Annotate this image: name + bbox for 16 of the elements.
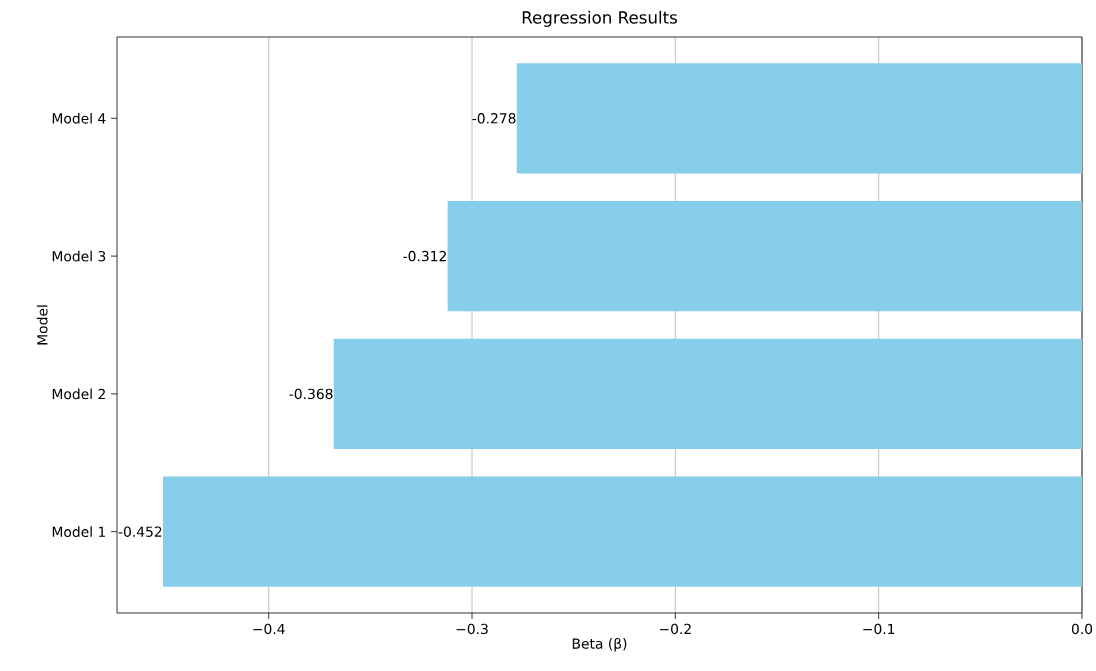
x-tick-label: −0.1 bbox=[863, 623, 895, 635]
y-axis-title: Model bbox=[36, 305, 48, 345]
y-tick-label: Model 2 bbox=[52, 388, 105, 400]
x-axis-title: Beta (β) bbox=[572, 638, 627, 652]
x-tick-label: −0.3 bbox=[456, 623, 488, 635]
y-tick-label: Model 3 bbox=[52, 250, 106, 262]
y-tick-label: Model 4 bbox=[52, 112, 106, 124]
x-tick-label: 0.0 bbox=[1071, 623, 1093, 635]
chart-title: Regression Results bbox=[522, 10, 678, 27]
y-tick-label: Model 1 bbox=[52, 526, 106, 538]
x-tick-label: −0.4 bbox=[253, 623, 285, 635]
data-label: -0.278 bbox=[472, 113, 516, 124]
data-label: -0.368 bbox=[289, 388, 333, 400]
x-tick-label: −0.2 bbox=[659, 623, 691, 635]
data-label: -0.312 bbox=[403, 250, 446, 262]
data-label: -0.452 bbox=[118, 526, 162, 537]
